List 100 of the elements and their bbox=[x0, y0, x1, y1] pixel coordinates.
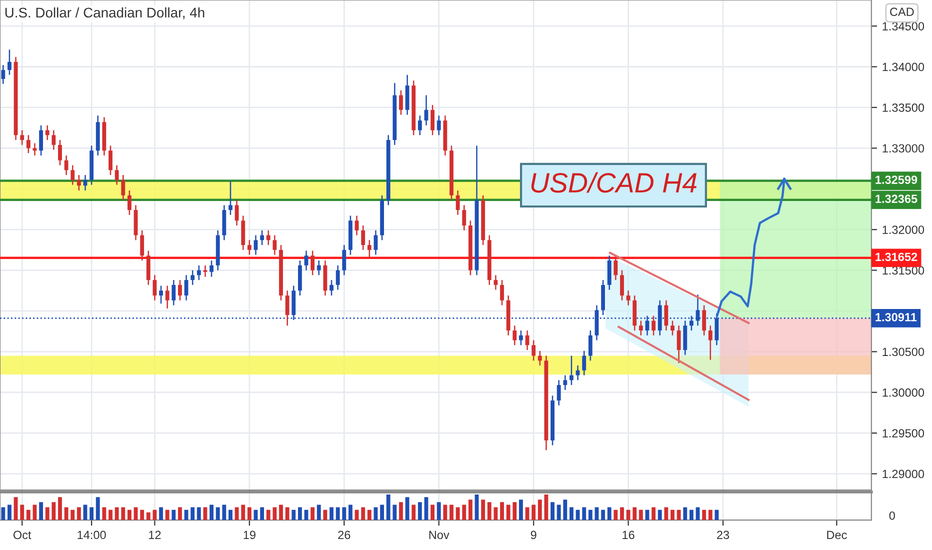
bar bbox=[550, 502, 554, 520]
ref-line-label: 1.30911 bbox=[876, 313, 917, 322]
candlestick bbox=[367, 240, 372, 259]
bar bbox=[570, 507, 574, 520]
candlestick bbox=[304, 250, 308, 271]
bar bbox=[272, 507, 277, 520]
ref-line-label: 1.32365 bbox=[876, 194, 918, 204]
candlestick bbox=[330, 279, 334, 296]
bar bbox=[519, 500, 523, 520]
bar bbox=[456, 507, 460, 520]
bar bbox=[367, 510, 372, 520]
bar bbox=[58, 497, 62, 520]
x-tick-label: 19 bbox=[244, 530, 256, 540]
candlestick bbox=[266, 230, 270, 246]
bar bbox=[196, 507, 201, 520]
y-tick-label: 1.32000 bbox=[882, 226, 924, 234]
bar bbox=[632, 507, 637, 520]
bar bbox=[652, 507, 656, 520]
bar bbox=[330, 507, 334, 520]
bar bbox=[216, 507, 220, 520]
bar bbox=[500, 502, 504, 520]
candlestick bbox=[159, 285, 163, 304]
candlestick bbox=[500, 279, 504, 306]
candlestick bbox=[342, 244, 346, 276]
bar bbox=[436, 502, 441, 520]
candlestick bbox=[39, 124, 44, 156]
candlestick bbox=[620, 270, 624, 302]
candlestick bbox=[260, 230, 264, 246]
bar bbox=[638, 510, 643, 520]
x-tick-label: 26 bbox=[338, 530, 350, 540]
x-tick-label: Nov bbox=[429, 530, 450, 540]
bar bbox=[178, 507, 182, 520]
bar bbox=[172, 510, 176, 520]
bar bbox=[298, 507, 302, 520]
candlestick bbox=[316, 260, 321, 276]
bar bbox=[64, 507, 68, 520]
candlestick bbox=[184, 274, 188, 302]
bar bbox=[506, 504, 510, 520]
candlestick bbox=[234, 200, 239, 226]
ref-line-label: 1.31652 bbox=[876, 252, 918, 262]
bar bbox=[620, 507, 624, 520]
bar bbox=[234, 507, 239, 520]
annotation: USD/CAD H4 bbox=[531, 172, 697, 193]
candlestick bbox=[614, 254, 618, 281]
candlestick bbox=[670, 320, 674, 336]
candlestick bbox=[1, 64, 6, 84]
x-tick-label: Oct bbox=[13, 530, 32, 540]
bar bbox=[140, 510, 144, 520]
bar bbox=[556, 504, 561, 520]
bar bbox=[316, 504, 321, 520]
bar bbox=[626, 510, 630, 520]
candlestick bbox=[430, 104, 435, 136]
bar bbox=[658, 510, 662, 520]
candlestick bbox=[494, 274, 498, 290]
bar bbox=[241, 504, 246, 520]
bar bbox=[430, 504, 435, 520]
bar bbox=[1, 507, 6, 520]
candlestick bbox=[512, 324, 517, 346]
chart-title: U.S. Dollar / Canadian Dollar, 4h bbox=[5, 7, 204, 20]
candlestick bbox=[254, 234, 258, 256]
bar bbox=[279, 504, 283, 520]
y-tick-label: 1.30500 bbox=[882, 348, 924, 356]
bar bbox=[392, 504, 397, 520]
x-tick-label: 23 bbox=[717, 530, 730, 540]
bar bbox=[582, 507, 586, 520]
candlestick bbox=[336, 264, 340, 290]
candlestick bbox=[121, 174, 126, 201]
candlestick bbox=[32, 142, 37, 156]
bar bbox=[190, 507, 195, 520]
candlestick bbox=[114, 164, 119, 186]
bar bbox=[405, 497, 410, 520]
bar bbox=[76, 507, 81, 520]
candlestick bbox=[76, 174, 81, 192]
y-tick-label: 1.34500 bbox=[882, 22, 924, 30]
text: 0 bbox=[889, 511, 895, 520]
bar bbox=[121, 507, 126, 520]
bar bbox=[683, 507, 688, 520]
x-tick-label: 9 bbox=[530, 530, 536, 540]
bar bbox=[8, 504, 12, 520]
y-tick-label: 1.34000 bbox=[882, 62, 924, 72]
bar bbox=[361, 507, 366, 520]
y-tick-label: 1.30000 bbox=[882, 388, 924, 397]
bar bbox=[487, 502, 492, 520]
bar bbox=[494, 507, 498, 520]
candlestick bbox=[127, 190, 132, 216]
bar bbox=[260, 507, 264, 520]
bar bbox=[607, 507, 612, 520]
candlestick bbox=[708, 324, 712, 360]
bar bbox=[450, 504, 454, 520]
y-tick-label: 1.33500 bbox=[882, 103, 924, 112]
candlestick bbox=[285, 290, 290, 326]
bar bbox=[412, 504, 416, 520]
bar bbox=[708, 510, 712, 520]
candlestick bbox=[140, 230, 144, 262]
x-tick-label: Dec bbox=[827, 530, 847, 540]
bar bbox=[108, 510, 112, 520]
bar bbox=[702, 510, 706, 520]
bar bbox=[588, 510, 592, 520]
bar bbox=[481, 500, 486, 520]
bar bbox=[285, 507, 290, 520]
